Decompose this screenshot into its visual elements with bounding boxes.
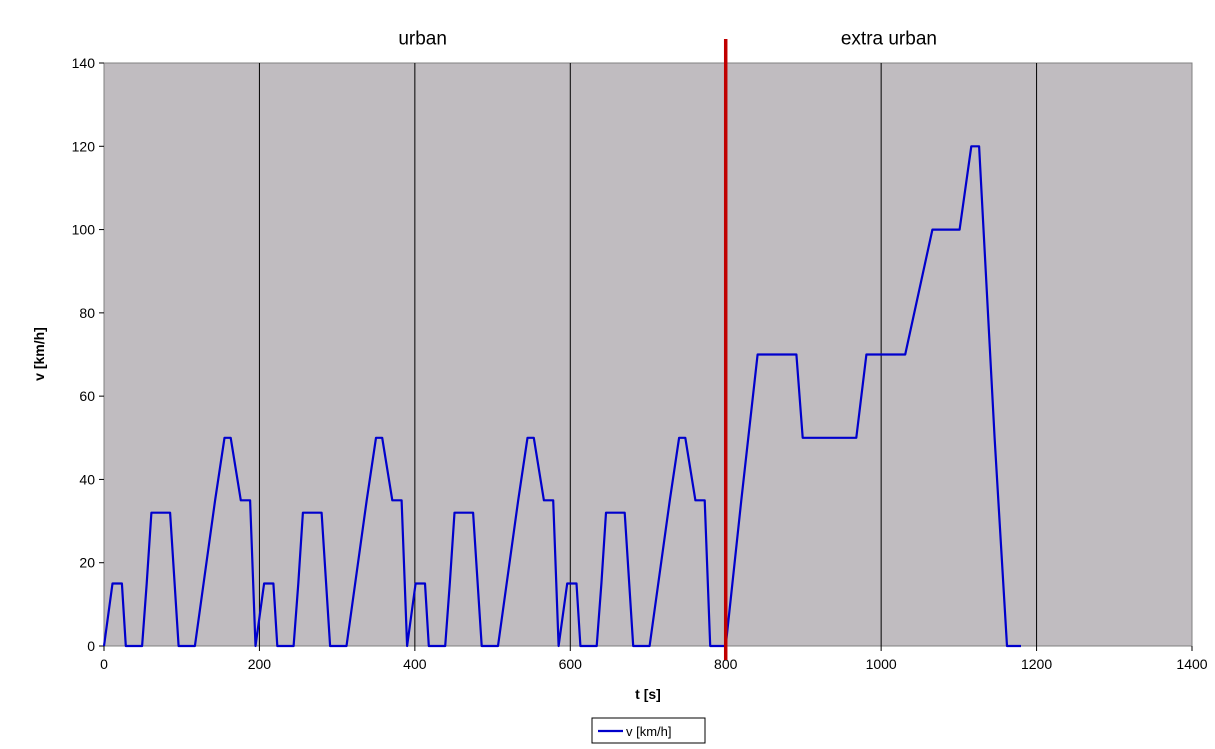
y-tick-label-120: 120 <box>72 138 96 154</box>
y-tick-label-40: 40 <box>79 471 95 487</box>
legend-label: v [km/h] <box>626 724 672 739</box>
y-tick-label-140: 140 <box>72 55 96 71</box>
region-label-0: urban <box>398 28 447 49</box>
x-axis: 0 200 400 600 800 1000 1200 1400 <box>100 646 1208 672</box>
annotations: urban extra urban <box>398 28 937 49</box>
x-tick-label-400: 400 <box>403 656 427 672</box>
x-tick-label-1200: 1200 <box>1021 656 1052 672</box>
x-tick-label-600: 600 <box>559 656 583 672</box>
plot-area <box>103 62 1193 647</box>
y-tick-label-100: 100 <box>72 222 96 238</box>
region-label-1: extra urban <box>841 28 937 49</box>
y-axis: 0 20 40 60 80 100 120 140 <box>72 55 104 654</box>
x-tick-label-200: 200 <box>248 656 272 672</box>
x-axis-title: t [s] <box>635 686 661 702</box>
y-axis-title: v [km/h] <box>31 327 47 381</box>
legend: v [km/h] <box>591 717 706 744</box>
x-tick-label-0: 0 <box>100 656 108 672</box>
x-tick-label-1400: 1400 <box>1176 656 1207 672</box>
y-tick-label-0: 0 <box>87 638 95 654</box>
x-tick-label-1000: 1000 <box>866 656 897 672</box>
y-tick-label-20: 20 <box>79 555 95 571</box>
series-line-v-kmh <box>102 145 1021 648</box>
x-tick-label-800: 800 <box>714 656 738 672</box>
y-tick-label-60: 60 <box>79 388 95 404</box>
y-tick-label-80: 80 <box>79 305 95 321</box>
